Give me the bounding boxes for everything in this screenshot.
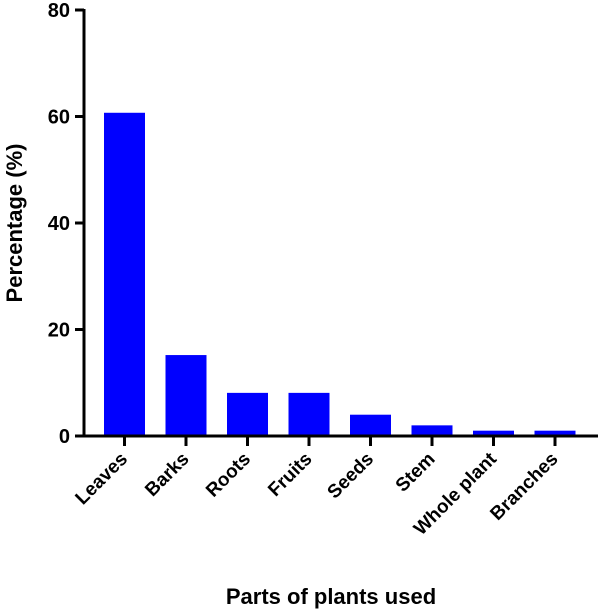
bar-whole-plant [473, 430, 514, 436]
y-axis: 0 20 40 60 80 [48, 0, 86, 448]
y-tick-label: 20 [48, 320, 70, 342]
y-tick-label: 0 [59, 426, 70, 448]
x-tick-label: Roots [202, 449, 255, 502]
x-tick-label: Fruits [264, 449, 316, 501]
bar-leaves [104, 112, 145, 437]
bar-stem [411, 425, 453, 436]
bar-roots [227, 392, 268, 436]
bar-barks [165, 355, 207, 436]
x-tick-label: Stem [392, 449, 440, 497]
bar-branches [534, 430, 576, 436]
x-tick-label: Leaves [72, 449, 132, 509]
y-tick-label: 80 [48, 0, 70, 22]
y-tick-label: 40 [48, 213, 70, 235]
bar-seeds [350, 414, 391, 436]
y-axis-title: Percentage (%) [2, 144, 27, 303]
x-tick-label: Barks [141, 449, 193, 501]
x-tick-label: Branches [486, 449, 562, 525]
x-axis-title: Parts of plants used [226, 584, 436, 609]
bars-group [104, 112, 576, 437]
y-tick-label: 60 [48, 107, 70, 129]
x-tick-label: Seeds [324, 449, 378, 503]
bar-fruits [288, 392, 330, 436]
